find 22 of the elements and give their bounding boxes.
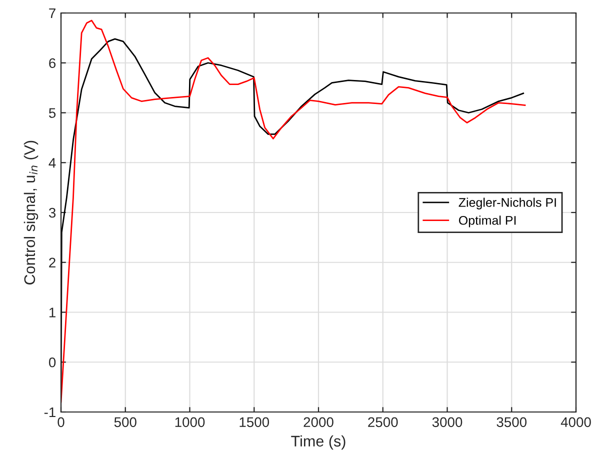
y-tick-label: -1 (44, 407, 56, 418)
legend-label: Optimal PI (458, 216, 516, 228)
y-tick-label: 0 (48, 357, 56, 368)
x-tick-label: 1000 (175, 417, 205, 428)
x-tick-label: 1500 (240, 417, 270, 428)
y-tick-label: 5 (48, 108, 56, 118)
y-tick-label: 1 (49, 308, 56, 318)
x-tick-label: 2500 (368, 417, 398, 428)
x-tick-label: 2000 (304, 417, 334, 428)
y-tick-label: 4 (48, 158, 56, 168)
x-axis-title: Time (s) (291, 435, 346, 450)
x-tick-label: 0 (58, 417, 64, 428)
legend-label: Ziegler-Nichols PI (458, 198, 556, 210)
x-tick-label: 3000 (432, 417, 462, 428)
x-tick-label: 500 (114, 417, 136, 428)
y-tick-label: 7 (49, 8, 56, 18)
x-tick-label: 4000 (560, 417, 591, 428)
x-tick-label: 3500 (496, 417, 527, 428)
y-tick-label: 6 (49, 58, 56, 68)
y-tick-label: 2 (49, 258, 56, 268)
y-tick-label: 3 (48, 208, 56, 218)
y-axis-title: Control signal, u$_{in}$ (V) (24, 140, 38, 284)
